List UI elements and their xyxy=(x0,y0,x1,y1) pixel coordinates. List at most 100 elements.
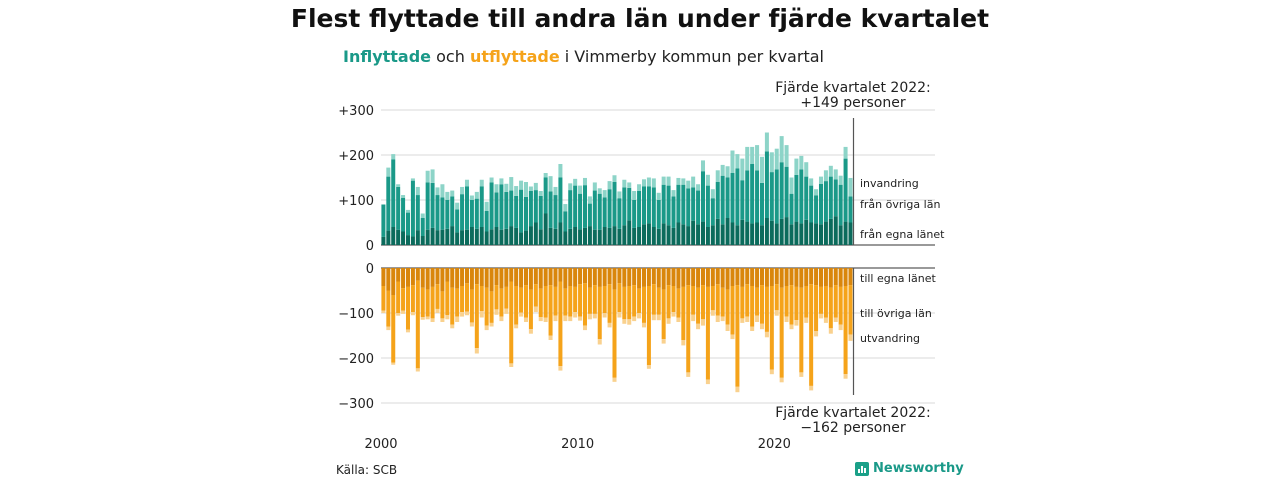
bar-inflytt-egna-lanet xyxy=(568,228,573,245)
bar-inflytt-ovriga-lan xyxy=(789,193,794,225)
bar-inflytt-ovriga-lan xyxy=(464,186,469,230)
bar-invandring xyxy=(479,179,484,187)
bar-utvandring xyxy=(381,310,386,313)
bar-invandring xyxy=(666,176,671,186)
bar-inflytt-egna-lanet xyxy=(696,224,701,245)
bar-inflytt-egna-lanet xyxy=(759,225,764,245)
bar-utvandring xyxy=(430,318,435,322)
bar-inflytt-egna-lanet xyxy=(750,223,755,245)
bar-inflytt-ovriga-lan xyxy=(386,176,391,231)
bar-inflytt-ovriga-lan xyxy=(533,190,538,223)
bar-utflytt-ovriga-lan xyxy=(455,288,460,317)
bar-utflytt-egna-lanet xyxy=(750,268,755,286)
y-tick-label: −100 xyxy=(338,307,374,322)
bar-inflytt-ovriga-lan xyxy=(676,184,681,223)
bar-utvandring xyxy=(617,312,622,318)
labels: Fjärde kvartalet 2022:+149 personerFjärd… xyxy=(775,80,945,436)
bar-inflytt-egna-lanet xyxy=(730,222,735,245)
bar-inflytt-ovriga-lan xyxy=(691,187,696,221)
bar-utflytt-egna-lanet xyxy=(612,268,617,290)
bar-inflytt-ovriga-lan xyxy=(543,177,548,214)
bar-utflytt-egna-lanet xyxy=(759,268,764,286)
bar-utvandring xyxy=(597,339,602,345)
bar-utvandring xyxy=(745,316,750,322)
bar-utflytt-egna-lanet xyxy=(391,268,396,295)
bar-utflytt-ovriga-lan xyxy=(646,286,651,366)
bar-inflytt-egna-lanet xyxy=(646,223,651,245)
bar-invandring xyxy=(396,184,401,187)
bar-inflytt-egna-lanet xyxy=(735,225,740,245)
bar-inflytt-ovriga-lan xyxy=(592,190,597,230)
bar-utflytt-ovriga-lan xyxy=(632,285,637,317)
bar-invandring xyxy=(843,146,848,159)
bar-utflytt-egna-lanet xyxy=(430,268,435,287)
bar-utvandring xyxy=(838,324,843,331)
bar-inflytt-egna-lanet xyxy=(460,230,465,245)
bar-invandring xyxy=(538,191,543,196)
bar-utflytt-ovriga-lan xyxy=(681,286,686,340)
bar-utflytt-egna-lanet xyxy=(838,268,843,287)
subtitle-rest: i Vimmerby kommun per kvartal xyxy=(559,47,824,66)
bar-utflytt-egna-lanet xyxy=(405,268,410,287)
bar-inflytt-egna-lanet xyxy=(391,227,396,245)
bar-utflytt-egna-lanet xyxy=(804,268,809,286)
bar-utflytt-ovriga-lan xyxy=(548,285,553,336)
bar-utflytt-ovriga-lan xyxy=(814,285,819,331)
bar-invandring xyxy=(612,175,617,182)
bar-utflytt-egna-lanet xyxy=(514,268,519,286)
bar-utvandring xyxy=(523,317,528,322)
bar-utflytt-egna-lanet xyxy=(582,268,587,284)
bar-utflytt-ovriga-lan xyxy=(730,286,735,335)
bar-inflytt-egna-lanet xyxy=(740,219,745,245)
bar-utvandring xyxy=(740,318,745,323)
bar-utvandring xyxy=(666,318,671,324)
bar-utflytt-ovriga-lan xyxy=(568,286,573,317)
bar-utflytt-egna-lanet xyxy=(469,268,474,290)
bar-invandring xyxy=(573,178,578,186)
bar-invandring xyxy=(750,146,755,164)
bar-utflytt-egna-lanet xyxy=(691,268,696,286)
bar-utvandring xyxy=(710,310,715,316)
bar-invandring xyxy=(804,162,809,177)
bar-invandring xyxy=(745,146,750,171)
bar-utflytt-egna-lanet xyxy=(651,268,656,285)
bar-utvandring xyxy=(396,313,401,316)
bar-inflytt-ovriga-lan xyxy=(396,186,401,230)
bar-utflytt-ovriga-lan xyxy=(401,288,406,311)
bar-utflytt-egna-lanet xyxy=(656,268,661,288)
x-tick-label: 2010 xyxy=(561,437,594,452)
brand-logo[interactable]: Newsworthy xyxy=(855,461,964,476)
bar-invandring xyxy=(410,178,415,181)
bar-utflytt-egna-lanet xyxy=(489,268,494,292)
series-label: från egna länet xyxy=(860,228,945,241)
bar-inflytt-ovriga-lan xyxy=(814,195,819,224)
bar-inflytt-egna-lanet xyxy=(676,222,681,245)
bar-invandring xyxy=(814,189,819,196)
chart-title: Flest flyttade till andra län under fjär… xyxy=(290,4,990,33)
bar-utvandring xyxy=(455,316,460,322)
bar-inflytt-ovriga-lan xyxy=(563,211,568,232)
bar-inflytt-egna-lanet xyxy=(504,228,509,245)
bar-utvandring xyxy=(602,313,607,318)
bar-utflytt-egna-lanet xyxy=(622,268,627,287)
bar-inflytt-egna-lanet xyxy=(582,227,587,245)
bar-utflytt-ovriga-lan xyxy=(848,285,853,335)
bar-utflytt-egna-lanet xyxy=(814,268,819,286)
bar-utflytt-egna-lanet xyxy=(474,268,479,285)
bar-inflytt-egna-lanet xyxy=(632,227,637,245)
bar-utflytt-ovriga-lan xyxy=(519,287,524,313)
bar-utflytt-egna-lanet xyxy=(632,268,637,286)
bar-inflytt-egna-lanet xyxy=(435,230,440,245)
bar-invandring xyxy=(548,176,553,192)
bar-inflytt-ovriga-lan xyxy=(519,189,524,233)
bar-utflytt-egna-lanet xyxy=(700,268,705,286)
bar-utflytt-egna-lanet xyxy=(592,268,597,286)
bar-utvandring xyxy=(700,319,705,326)
bar-utvandring xyxy=(818,313,823,319)
bar-invandring xyxy=(769,152,774,173)
bar-utflytt-ovriga-lan xyxy=(474,284,479,349)
bar-utflytt-egna-lanet xyxy=(538,268,543,289)
bar-inflytt-egna-lanet xyxy=(553,228,558,245)
bar-invandring xyxy=(794,158,799,175)
bar-invandring xyxy=(622,179,627,188)
